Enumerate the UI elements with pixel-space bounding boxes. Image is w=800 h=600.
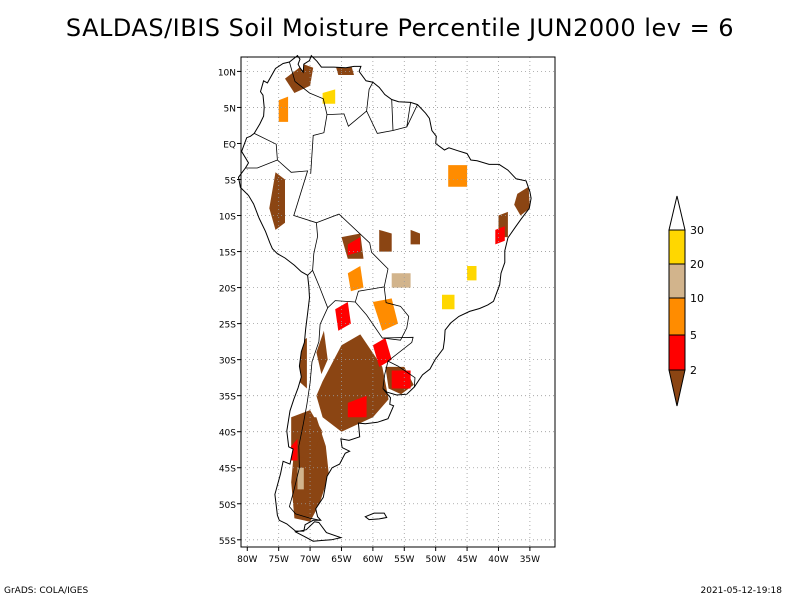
lon-tick-label: 70W bbox=[300, 555, 320, 565]
percentile-region-lt2 bbox=[379, 229, 392, 252]
lon-tick-label: 75W bbox=[269, 555, 289, 565]
percentile-region-r2_5 bbox=[347, 395, 367, 418]
falkland-islands-outline bbox=[364, 512, 388, 521]
legend-label-20: 20 bbox=[690, 258, 704, 271]
lon-tick-label: 45W bbox=[457, 555, 477, 565]
percentile-region-r2_5 bbox=[291, 438, 298, 461]
coastline-layer bbox=[237, 54, 532, 542]
percentile-region-lt2 bbox=[514, 186, 530, 216]
lat-tick-label: 10N bbox=[218, 68, 236, 78]
percentile-region-lt2 bbox=[294, 338, 307, 389]
legend-arrow-bottom bbox=[668, 369, 686, 407]
lat-lon-grid bbox=[241, 57, 555, 547]
lon-tick-label: 60W bbox=[363, 555, 383, 565]
percentile-region-lt2 bbox=[410, 229, 420, 245]
lat-tick-label: 50S bbox=[219, 501, 236, 511]
lat-tick-label: 45S bbox=[219, 465, 236, 475]
longitude-tick-labels: 80W 75W 70W 65W 60W 55W 50W 45W 40W 35W bbox=[237, 547, 540, 565]
map-title: SALDAS/IBIS Soil Moisture Percentile JUN… bbox=[65, 14, 735, 42]
lat-tick-label: 5S bbox=[225, 177, 237, 187]
percentile-region-r20_30 bbox=[467, 266, 477, 281]
lon-tick-label: 65W bbox=[331, 555, 351, 565]
lat-tick-label: 35S bbox=[219, 393, 236, 403]
percentile-region-lt2 bbox=[335, 64, 354, 75]
percentile-region-r2_5 bbox=[347, 237, 361, 256]
timestamp: 2021-05-12-19:18 bbox=[700, 586, 783, 596]
grads-credit: GrADS: COLA/IGES bbox=[4, 586, 89, 596]
lat-tick-label: 30S bbox=[219, 357, 236, 367]
lat-tick-label: 5N bbox=[224, 104, 236, 114]
legend-swatch-5-10 bbox=[668, 297, 686, 336]
percentile-region-r20_30 bbox=[322, 89, 336, 104]
south-america-landmass bbox=[238, 55, 532, 542]
percentile-region-r5_10 bbox=[448, 165, 468, 187]
percentile-region-r20_30 bbox=[442, 294, 455, 310]
legend-label-30: 30 bbox=[690, 224, 704, 237]
legend-label-5: 5 bbox=[690, 329, 697, 342]
land-layer bbox=[238, 55, 532, 542]
lat-tick-label: 55S bbox=[219, 537, 236, 547]
lat-tick-label: 15S bbox=[219, 249, 236, 259]
percentile-region-r5_10 bbox=[278, 96, 289, 122]
legend-swatch-2-5 bbox=[668, 334, 686, 371]
lat-tick-label: 25S bbox=[219, 321, 236, 331]
lon-tick-label: 55W bbox=[394, 555, 414, 565]
lat-tick-label: 10S bbox=[219, 213, 236, 223]
percentile-region-r2_5 bbox=[335, 302, 351, 331]
legend-label-2: 2 bbox=[690, 364, 697, 377]
lat-tick-label: EQ bbox=[223, 140, 236, 150]
legend-swatch-10-20 bbox=[668, 263, 686, 299]
percentile-region-r2_5 bbox=[391, 370, 411, 389]
percentile-region-r5_10 bbox=[347, 266, 364, 292]
percentile-region-lt2 bbox=[316, 330, 328, 375]
lon-tick-label: 35W bbox=[520, 555, 540, 565]
country-borders bbox=[245, 61, 418, 521]
color-legend: 30 20 10 5 2 bbox=[668, 195, 704, 407]
lon-tick-label: 80W bbox=[237, 555, 257, 565]
lon-tick-label: 50W bbox=[426, 555, 446, 565]
south-america-coastline bbox=[237, 54, 532, 542]
legend-swatch-20-30 bbox=[668, 229, 686, 265]
lat-tick-label: 20S bbox=[219, 285, 236, 295]
percentile-region-r10_20 bbox=[297, 467, 304, 490]
legend-label-10: 10 bbox=[690, 292, 704, 305]
percentile-region-lt2 bbox=[316, 334, 389, 432]
percentile-region-r2_5 bbox=[495, 226, 505, 245]
percentile-region-r5_10 bbox=[372, 298, 398, 331]
lon-tick-label: 40W bbox=[488, 555, 508, 565]
lat-tick-label: 40S bbox=[219, 429, 236, 439]
plot-frame bbox=[240, 56, 556, 548]
percentile-region-lt2 bbox=[285, 64, 314, 93]
legend-arrow-top bbox=[668, 195, 686, 231]
percentile-region-r10_20 bbox=[391, 273, 411, 288]
latitude-tick-labels: 10N 5N EQ 5S 10S 15S 20S 25S 30S 35S 40S 45S 50S 55S bbox=[218, 68, 241, 547]
